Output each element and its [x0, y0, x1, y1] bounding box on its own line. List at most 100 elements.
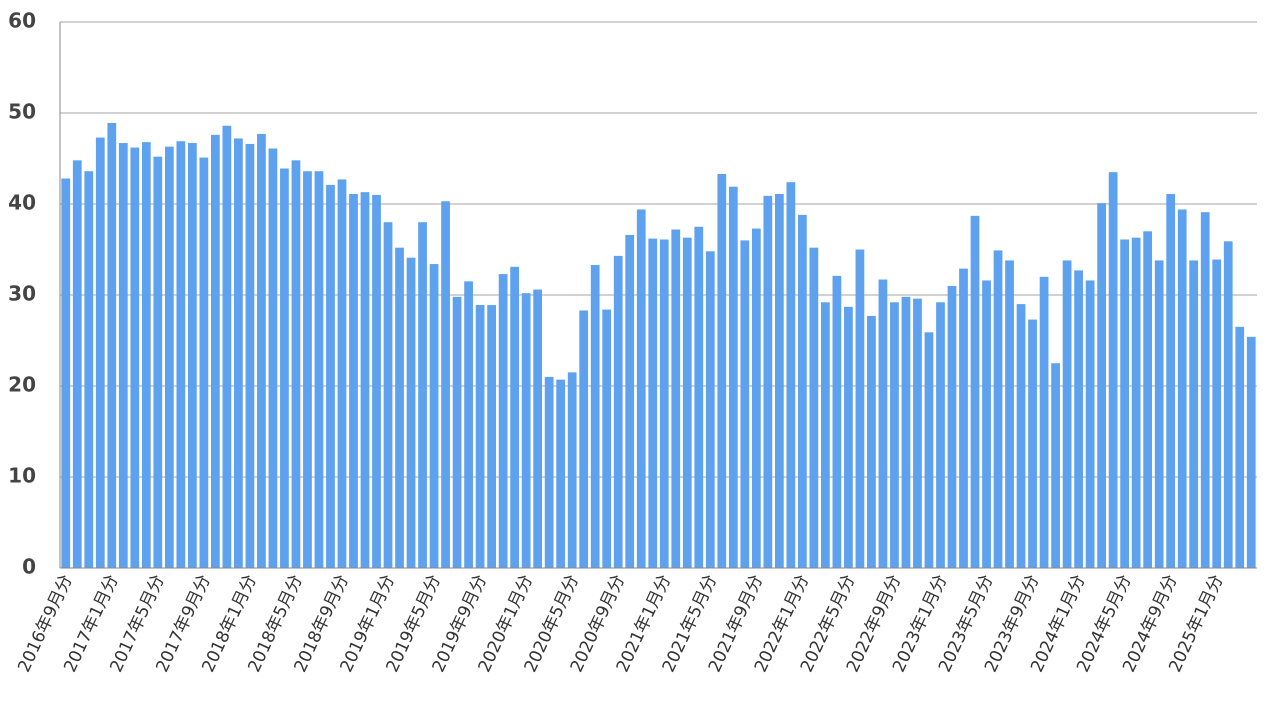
- bar: [118, 143, 128, 568]
- bar: [360, 192, 370, 569]
- bar: [176, 141, 186, 568]
- bar: [475, 305, 485, 568]
- bar: [268, 148, 278, 569]
- bar: [383, 222, 393, 568]
- bar: [1131, 237, 1141, 569]
- bar: [441, 201, 450, 568]
- bar: [671, 229, 681, 569]
- bar: [1120, 239, 1130, 569]
- bar: [61, 178, 71, 568]
- bar: [1154, 260, 1164, 568]
- bar: [303, 171, 312, 569]
- y-tick-label: 60: [8, 9, 36, 33]
- bar: [521, 293, 531, 568]
- bar: [498, 274, 508, 568]
- bar: [682, 237, 692, 569]
- bar: [567, 372, 577, 568]
- bar: [556, 379, 566, 568]
- bar: [590, 264, 600, 568]
- bar: [993, 250, 1003, 568]
- bar: [406, 257, 416, 568]
- bar: [1051, 363, 1060, 568]
- bar: [280, 168, 289, 568]
- bar: [1074, 270, 1083, 568]
- bar: [130, 147, 140, 568]
- bar: [602, 309, 612, 568]
- bar: [1246, 336, 1256, 568]
- bar: [84, 171, 94, 569]
- y-tick-label: 10: [8, 464, 36, 488]
- bar: [1062, 260, 1072, 568]
- bar: [844, 306, 853, 568]
- bar: [1177, 209, 1187, 568]
- bar: [786, 182, 796, 568]
- bar: [429, 264, 439, 568]
- y-tick-label: 30: [8, 282, 36, 306]
- bar: [1108, 172, 1118, 568]
- bar: [72, 160, 82, 568]
- bar: [982, 280, 991, 568]
- bar: [1005, 260, 1014, 568]
- bar: [1039, 276, 1049, 568]
- bar: [1143, 231, 1153, 569]
- bar: [740, 240, 750, 568]
- bar: [245, 143, 255, 568]
- bar: [579, 310, 589, 568]
- bar: [544, 376, 554, 568]
- bar: [234, 138, 243, 569]
- bar: [533, 289, 543, 568]
- bar: [1223, 241, 1233, 568]
- bar: [395, 247, 404, 568]
- y-tick-label: 50: [8, 100, 36, 124]
- bar: [717, 173, 727, 568]
- bar: [337, 179, 347, 568]
- bar: [901, 296, 911, 568]
- bar: [187, 143, 197, 568]
- bar: [452, 296, 462, 568]
- bar: [1028, 319, 1037, 568]
- bar: [487, 305, 496, 568]
- bar: [867, 315, 876, 568]
- bar: [1166, 193, 1176, 569]
- bar: [855, 249, 865, 568]
- bar: [211, 134, 220, 568]
- bar: [774, 193, 784, 569]
- bar: [613, 255, 623, 568]
- bar: [751, 228, 761, 568]
- bar: [1189, 260, 1199, 568]
- bar: [1085, 280, 1095, 568]
- bar: [797, 214, 807, 569]
- bar: [349, 193, 358, 569]
- bar: [947, 285, 957, 568]
- bar: [510, 266, 520, 568]
- bar: [141, 142, 151, 568]
- bar: [326, 184, 335, 568]
- bar: [959, 268, 968, 568]
- bar: [878, 279, 888, 568]
- bar: [418, 222, 427, 568]
- y-tick-label: 20: [8, 373, 36, 397]
- bar: [199, 157, 209, 568]
- bar: [694, 226, 704, 568]
- bar: [291, 160, 301, 568]
- bar: [625, 234, 635, 568]
- bar: [464, 281, 473, 568]
- bar: [1212, 259, 1222, 568]
- bar: [636, 209, 646, 568]
- bar: [314, 171, 324, 569]
- bar: [164, 146, 174, 569]
- bar: [809, 247, 819, 568]
- bar: [890, 302, 899, 568]
- bar: [970, 215, 980, 568]
- bar: [913, 298, 922, 568]
- bar: [1097, 203, 1106, 568]
- bar: [257, 133, 266, 568]
- bar: [763, 195, 773, 568]
- bar: [153, 156, 163, 568]
- y-tick-label: 40: [8, 191, 36, 215]
- bar: [107, 123, 117, 568]
- bar: [728, 186, 738, 568]
- bar: [659, 239, 669, 569]
- bar: [1200, 212, 1210, 568]
